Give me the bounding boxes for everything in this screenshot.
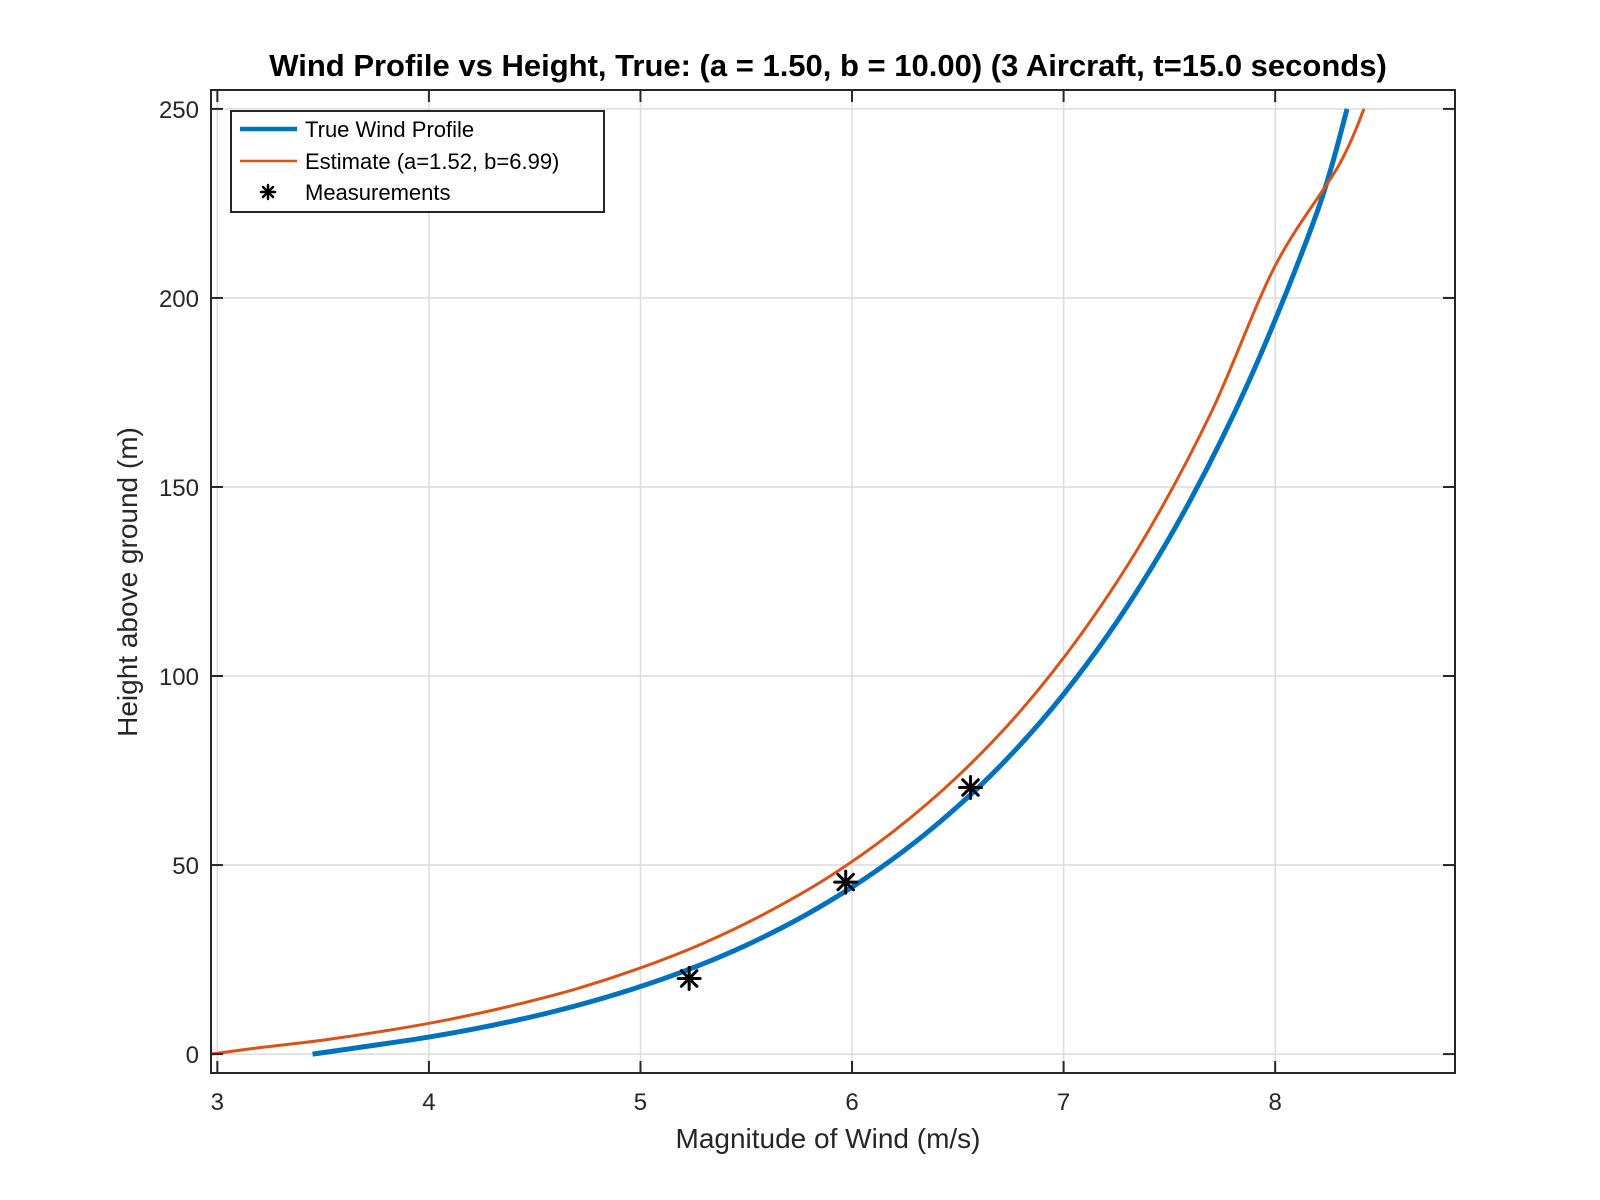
x-tick-label: 8 bbox=[1268, 1089, 1281, 1116]
axes bbox=[210, 89, 1456, 1074]
legend-label-estimate: Estimate (a=1.52, b=6.99) bbox=[305, 149, 559, 174]
x-tick-label: 3 bbox=[211, 1089, 224, 1116]
legend-label-true-wind-profile: True Wind Profile bbox=[305, 117, 474, 142]
y-tick-label: 0 bbox=[186, 1042, 199, 1069]
grid bbox=[211, 90, 1455, 1073]
tick-labels: 3 4 5 6 7 8 0 50 100 150 200 250 bbox=[159, 97, 1282, 1116]
marker-stroke bbox=[261, 185, 275, 199]
measurement-point bbox=[958, 775, 984, 801]
measurement-point bbox=[676, 965, 702, 991]
marker-stroke bbox=[679, 969, 699, 988]
y-tick-label: 200 bbox=[159, 286, 199, 313]
marker-stroke bbox=[961, 778, 980, 797]
x-tick-label: 5 bbox=[634, 1089, 647, 1116]
series-layer bbox=[210, 108, 1366, 1057]
chart-title: Wind Profile vs Height, True: (a = 1.50,… bbox=[269, 48, 1387, 83]
y-tick-label: 250 bbox=[159, 97, 199, 124]
measurement-point bbox=[833, 869, 859, 895]
y-tick-label: 50 bbox=[172, 853, 199, 880]
y-tick-label: 150 bbox=[159, 475, 199, 502]
series-line-true-wind-profile bbox=[312, 108, 1350, 1057]
y-axis-label: Height above ground (m) bbox=[112, 427, 143, 737]
y-tick-label: 100 bbox=[159, 664, 199, 691]
x-tick-label: 7 bbox=[1057, 1089, 1070, 1116]
x-axis-label: Magnitude of Wind (m/s) bbox=[676, 1123, 981, 1154]
legend-marker-measurements bbox=[259, 183, 277, 201]
legend: True Wind Profile Estimate (a=1.52, b=6.… bbox=[230, 110, 605, 213]
marker-stroke bbox=[836, 872, 855, 892]
axes-box bbox=[210, 89, 1456, 1074]
x-tick-label: 4 bbox=[422, 1089, 435, 1116]
series-line-estimate-a-1-52-b-6-99 bbox=[210, 108, 1366, 1056]
legend-asterisk bbox=[259, 183, 277, 201]
legend-label-measurements: Measurements bbox=[305, 180, 451, 205]
x-tick-label: 6 bbox=[845, 1089, 858, 1116]
